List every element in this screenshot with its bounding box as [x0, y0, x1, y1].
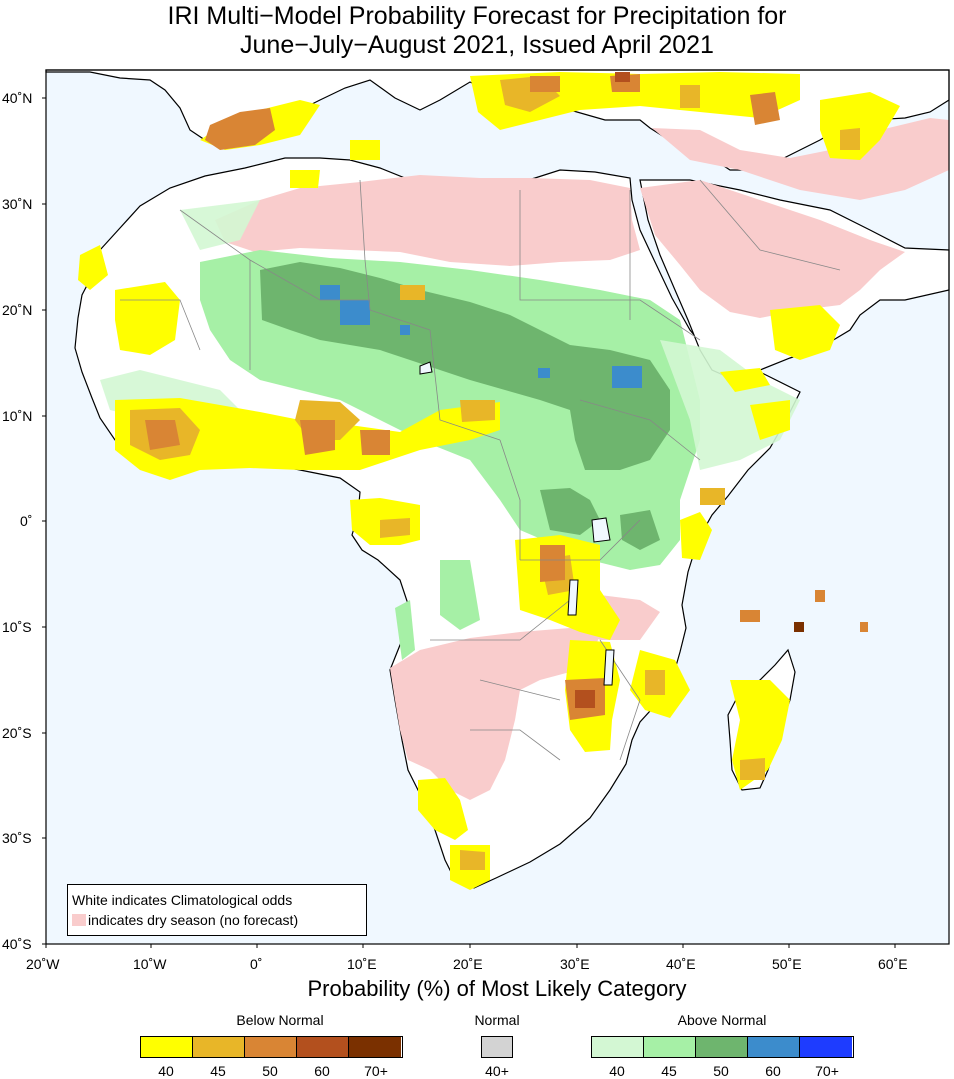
above-normal-swatch-40 [592, 1037, 644, 1057]
normal-colorbar [481, 1036, 513, 1058]
above-normal-swatch-60 [748, 1037, 800, 1057]
below-normal-50-regions [145, 74, 868, 720]
below-normal-title: Below Normal [236, 1012, 324, 1028]
below-normal-swatch-40 [141, 1037, 193, 1057]
lat-label: 40˚N [2, 90, 33, 106]
legend-note-box: White indicates Climatological odds indi… [67, 884, 367, 936]
lat-label: 20˚S [2, 725, 32, 741]
map-title-line1: IRI Multi−Model Probability Forecast for… [167, 2, 787, 30]
above-normal-60-regions [320, 285, 642, 388]
above-normal-swatch-70 [800, 1037, 852, 1057]
country-borders [120, 179, 841, 761]
lon-label: 40˚E [666, 956, 696, 972]
normal-label: 40+ [485, 1063, 509, 1079]
map-frame [45, 69, 950, 945]
below-normal-swatch-70 [349, 1037, 401, 1057]
lat-label: 10˚N [2, 408, 33, 424]
lon-label: 20˚E [453, 956, 483, 972]
normal-swatch [482, 1037, 512, 1057]
lon-label: 10˚W [133, 956, 167, 972]
below-normal-colorbar [140, 1036, 403, 1058]
lon-label: 20˚W [26, 956, 60, 972]
lakes [419, 361, 615, 686]
axis-ticks [42, 97, 896, 948]
above-normal-label: 45 [661, 1063, 677, 1079]
below-normal-swatch-45 [193, 1037, 245, 1057]
above-normal-label: 60 [765, 1063, 781, 1079]
colorbar-title: Probability (%) of Most Likely Category [307, 976, 687, 1001]
lon-label: 30˚E [560, 956, 590, 972]
dry-season-swatch [72, 914, 86, 926]
legend-note-dry-season-text: indicates dry season (no forecast) [88, 912, 299, 928]
lat-label: 10˚S [2, 619, 32, 635]
lat-label: 20˚N [2, 302, 33, 318]
legend-note-dry-season: indicates dry season (no forecast) [72, 912, 298, 928]
lon-label: 10˚E [347, 956, 377, 972]
below-normal-70-regions [794, 622, 804, 632]
above-normal-label: 70+ [815, 1063, 839, 1079]
above-normal-label: 50 [713, 1063, 729, 1079]
legend-note-climatology: White indicates Climatological odds [72, 892, 293, 908]
lat-label: 30˚S [2, 830, 32, 846]
above-normal-colorbar [591, 1036, 854, 1058]
below-normal-label: 45 [210, 1063, 226, 1079]
below-normal-swatch-50 [245, 1037, 297, 1057]
lat-label: 30˚N [2, 196, 33, 212]
above-normal-swatch-45 [644, 1037, 696, 1057]
below-normal-label: 40 [158, 1063, 174, 1079]
below-normal-label: 60 [314, 1063, 330, 1079]
lon-label: 0˚ [250, 956, 263, 972]
above-normal-label: 40 [609, 1063, 625, 1079]
below-normal-label: 70+ [364, 1063, 388, 1079]
below-normal-label: 50 [262, 1063, 278, 1079]
below-normal-swatch-60 [297, 1037, 349, 1057]
normal-title: Normal [474, 1012, 520, 1028]
below-normal-60-regions [575, 72, 630, 708]
lat-label: 0˚ [20, 513, 33, 529]
lon-label: 60˚E [878, 956, 908, 972]
above-normal-swatch-50 [696, 1037, 748, 1057]
map-title-line2: June−July−August 2021, Issued April 2021 [240, 31, 714, 59]
lat-label: 40˚S [2, 936, 32, 952]
lon-label: 50˚E [772, 956, 802, 972]
above-normal-title: Above Normal [677, 1012, 767, 1028]
